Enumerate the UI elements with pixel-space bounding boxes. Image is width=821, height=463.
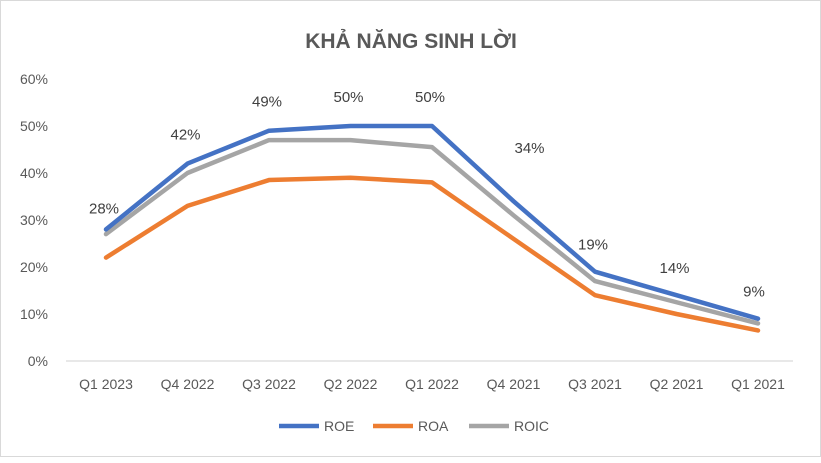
x-tick-label: Q4 2022 [161,376,215,392]
data-label-roe: 14% [659,260,689,277]
legend-label-roic: ROIC [514,418,549,434]
data-label-roe: 42% [170,127,200,144]
x-tick-label: Q3 2022 [242,376,296,392]
series-line-roe [106,126,758,319]
chart-title: KHẢ NĂNG SINH LỜI [305,29,517,53]
series-line-roa [106,178,758,331]
y-tick-label: 40% [20,165,48,181]
y-tick-label: 20% [20,259,48,275]
x-tick-label: Q1 2022 [405,376,459,392]
x-tick-label: Q3 2021 [568,376,622,392]
legend-label-roa: ROA [418,418,449,434]
data-label-roe: 19% [578,237,608,254]
data-label-roe: 49% [252,94,282,111]
y-tick-label: 0% [28,353,48,369]
x-tick-label: Q4 2021 [487,376,541,392]
data-label-roe: 9% [743,284,765,301]
y-tick-label: 60% [20,71,48,87]
y-tick-label: 10% [20,306,48,322]
series-line-roic [106,140,758,323]
data-label-roe: 50% [415,89,445,106]
legend-label-roe: ROE [324,418,354,434]
data-label-roe: 34% [514,140,544,157]
y-tick-label: 50% [20,118,48,134]
data-label-roe: 28% [89,200,119,217]
data-label-roe: 50% [333,89,363,106]
y-tick-label: 30% [20,212,48,228]
x-tick-label: Q1 2023 [79,376,133,392]
x-tick-label: Q1 2021 [731,376,785,392]
x-tick-label: Q2 2021 [650,376,704,392]
x-tick-label: Q2 2022 [324,376,378,392]
